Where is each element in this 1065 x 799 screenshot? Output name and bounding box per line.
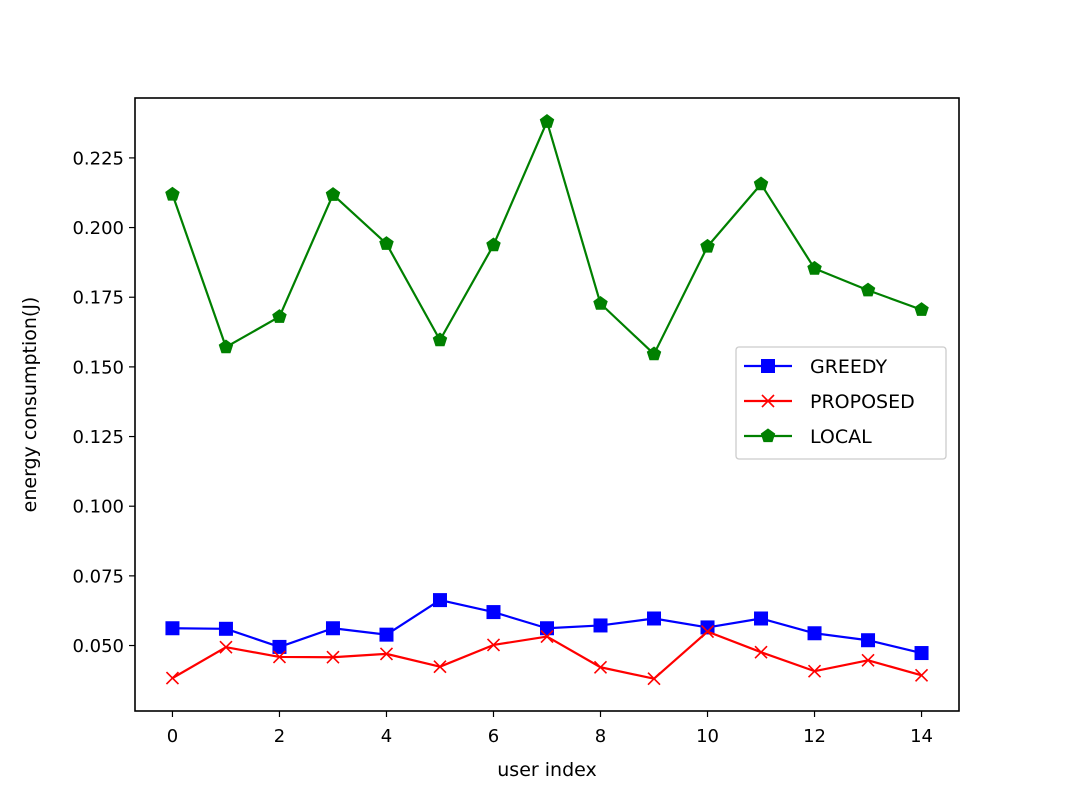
data-point-proposed [593,660,608,674]
data-point-proposed-stroke [540,630,554,644]
x-tick-label: 4 [381,726,392,747]
data-point-proposed [700,625,715,639]
series-greedy [165,593,929,661]
data-point-greedy [807,626,822,641]
x-axis-label: user index [497,759,596,781]
legend-marker-proposed [761,394,775,408]
legend-label-proposed: PROPOSED [810,391,915,413]
data-point-greedy [165,621,180,636]
data-point-local [593,296,608,310]
legend-item-local: LOCAL [744,426,872,448]
data-point-proposed [379,647,394,661]
data-point-proposed [326,650,340,664]
y-tick-label: 0.050 [72,636,124,657]
data-point-proposed [486,638,501,652]
data-point-proposed [914,668,929,682]
data-point-greedy [540,621,554,636]
data-point-proposed-stroke [807,664,822,678]
data-point-proposed-stroke [754,645,768,659]
data-point-proposed-stroke [593,660,608,674]
legend-label-local: LOCAL [810,426,872,448]
data-point-greedy [486,605,501,620]
data-point-proposed [219,640,233,654]
data-point-local [914,302,929,316]
legend-marker-local [760,428,776,443]
data-point-local [860,282,876,297]
data-point-proposed-stroke [433,660,447,674]
data-point-local [807,260,822,275]
data-point-proposed [861,653,875,667]
data-point-greedy [861,633,876,648]
data-point-proposed-stroke [486,638,501,652]
data-point-greedy [914,646,929,661]
data-point-local [432,332,448,347]
data-point-proposed [540,630,554,644]
data-point-greedy [700,620,715,635]
data-point-greedy [593,618,608,633]
data-point-local [646,346,662,361]
data-point-local [486,237,501,252]
x-tick-label: 10 [696,726,719,747]
y-tick-label: 0.225 [72,148,124,169]
data-point-local [753,176,769,191]
x-tick-label: 14 [910,726,933,747]
y-tick-label: 0.075 [72,566,124,587]
x-tick-label: 6 [488,726,499,747]
x-tick-label: 2 [274,726,285,747]
legend-item-proposed: PROPOSED [744,391,915,413]
data-point-proposed [272,650,287,664]
data-point-local [325,187,341,201]
data-point-proposed-stroke [861,653,875,667]
legend-marker-proposed-stroke [761,394,775,408]
y-axis-label: energy consumption(J) [19,297,41,513]
y-tick-label: 0.125 [72,427,124,448]
y-tick-label: 0.200 [72,218,124,239]
data-point-local [379,236,394,250]
data-point-proposed [754,645,768,659]
series-proposed [165,625,929,686]
data-point-greedy [432,593,447,608]
data-point-proposed-stroke [379,647,394,661]
data-point-proposed [647,672,661,686]
legend-label-greedy: GREEDY [810,356,888,378]
data-point-local [218,339,234,354]
y-tick-label: 0.175 [72,288,124,309]
data-point-local [272,309,287,323]
data-point-local [165,186,180,201]
data-point-proposed [807,664,822,678]
data-point-proposed-stroke [272,650,287,664]
y-axis-ticks: 0.050 0.075 0.100 0.125 0.150 0.175 0.200 0.225 [72,148,135,657]
legend: GREEDY PROPOSED LOCAL [735,346,947,460]
plot-frame [134,97,960,712]
y-tick-label: 0.150 [72,357,124,378]
data-point-proposed-stroke [326,650,340,664]
legend-marker-greedy [761,359,775,373]
data-point-greedy [272,639,287,654]
x-axis-ticks: 0 2 4 6 8 10 12 14 [167,711,933,747]
y-tick-label: 0.100 [72,497,124,518]
data-point-proposed-stroke [700,625,715,639]
plot-series [165,114,929,686]
x-tick-label: 0 [167,726,178,747]
data-point-proposed [433,660,447,674]
data-point-greedy [379,627,394,642]
data-point-local [700,238,715,253]
data-point-greedy [218,621,233,636]
data-point-proposed-stroke [219,640,233,654]
series-local [165,114,929,361]
legend-item-greedy: GREEDY [744,356,888,378]
data-point-greedy [325,621,340,636]
legend-box [735,346,947,460]
data-point-local [539,114,555,128]
data-point-proposed-stroke [647,672,661,686]
data-point-proposed [165,671,180,685]
data-point-proposed-stroke [914,668,929,682]
data-point-greedy [754,611,769,626]
x-tick-label: 12 [803,726,826,747]
x-tick-label: 8 [595,726,606,747]
data-point-proposed-stroke [165,671,180,685]
data-point-greedy [647,611,662,626]
